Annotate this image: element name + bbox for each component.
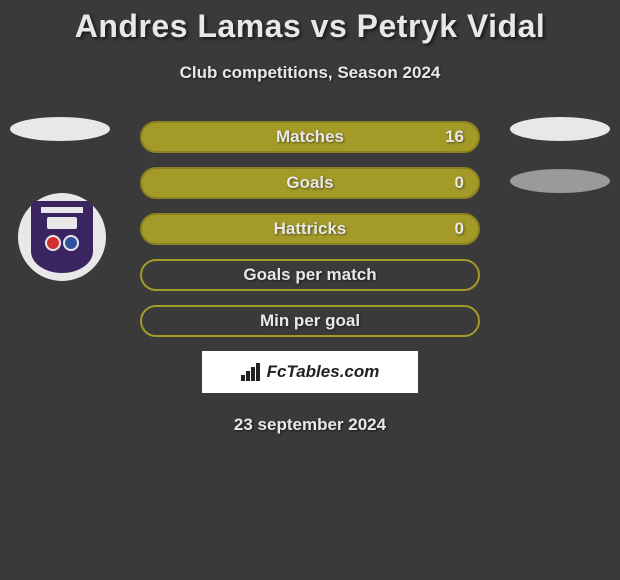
subtitle: Club competitions, Season 2024 [0,63,620,83]
stat-row-goals-per-match: Goals per match [140,259,480,291]
bar-chart-icon [241,363,263,381]
stats-list: Matches 16 Goals 0 Hattricks 0 Goals per… [140,121,480,337]
stat-row-min-per-goal: Min per goal [140,305,480,337]
stat-value: 0 [455,173,464,193]
player-right-placeholder [510,117,610,141]
stat-row-goals: Goals 0 [140,167,480,199]
player-left-placeholder [10,117,110,141]
stat-row-hattricks: Hattricks 0 [140,213,480,245]
stat-row-matches: Matches 16 [140,121,480,153]
stat-label: Matches [276,127,344,147]
content-area: Matches 16 Goals 0 Hattricks 0 Goals per… [0,121,620,435]
date-text: 23 september 2024 [0,415,620,435]
brand-logo[interactable]: FcTables.com [202,351,418,393]
club-right-placeholder [510,169,610,193]
brand-text: FcTables.com [267,362,380,382]
stat-label: Goals per match [243,265,376,285]
page-title: Andres Lamas vs Petryk Vidal [0,8,620,45]
comparison-card: Andres Lamas vs Petryk Vidal Club compet… [0,0,620,435]
club-left-badge [18,193,106,281]
stat-label: Min per goal [260,311,360,331]
stat-label: Goals [286,173,333,193]
stat-value: 0 [455,219,464,239]
shield-icon [31,201,93,273]
stat-value: 16 [445,127,464,147]
stat-label: Hattricks [274,219,347,239]
